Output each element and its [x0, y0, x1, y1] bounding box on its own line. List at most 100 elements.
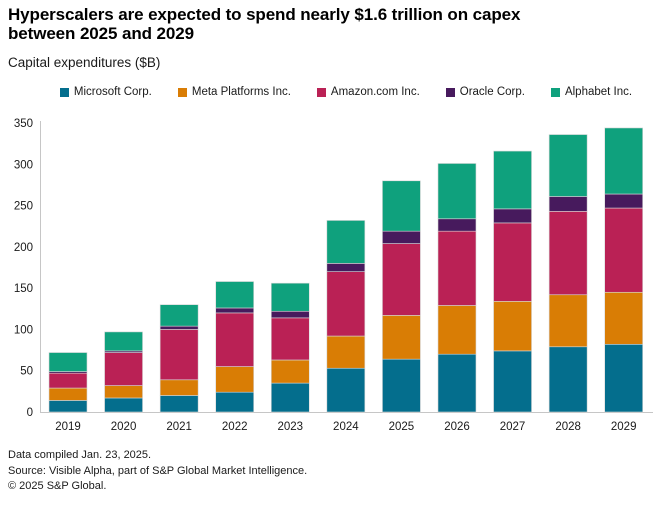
bar-segment-alphabet-inc-2021 — [159, 304, 199, 327]
bar-segment-meta-platforms-inc-2029 — [604, 291, 644, 345]
bar-segment-amazon-com-inc-2022 — [215, 312, 255, 367]
bar-2022 — [215, 281, 255, 413]
bar-segment-meta-platforms-inc-2023 — [270, 359, 310, 384]
y-axis-tick-label: 350 — [14, 118, 33, 130]
legend-swatch-microsoft-corp — [59, 87, 69, 97]
bar-segment-microsoft-corp-2024 — [326, 367, 366, 413]
bar-segment-meta-platforms-inc-2026 — [437, 305, 477, 355]
bar-segment-alphabet-inc-2019 — [48, 352, 88, 372]
bar-segment-microsoft-corp-2019 — [48, 400, 88, 413]
bar-segment-meta-platforms-inc-2027 — [493, 301, 532, 352]
footer-copyright: © 2025 S&P Global. — [8, 480, 107, 492]
bar-2023 — [270, 282, 310, 413]
bar-segment-alphabet-inc-2026 — [437, 163, 477, 220]
bar-segment-microsoft-corp-2026 — [437, 353, 477, 413]
y-axis-tick-label: 300 — [14, 159, 33, 171]
bar-segment-meta-platforms-inc-2028 — [548, 294, 588, 348]
bar-segment-amazon-com-inc-2027 — [493, 222, 532, 302]
bar-segment-alphabet-inc-2027 — [493, 150, 532, 210]
bar-segment-microsoft-corp-2022 — [215, 391, 255, 413]
bar-segment-alphabet-inc-2025 — [382, 180, 421, 232]
bar-segment-oracle-corp-2023 — [270, 310, 310, 319]
x-axis-tick-label: 2025 — [389, 421, 415, 433]
y-axis-tick-label: 50 — [20, 366, 33, 378]
bar-segment-meta-platforms-inc-2022 — [215, 366, 255, 393]
bar-segment-amazon-com-inc-2025 — [382, 243, 421, 316]
legend-swatch-oracle-corp — [445, 87, 455, 97]
bar-segment-meta-platforms-inc-2021 — [159, 379, 199, 396]
x-axis-tick-label: 2023 — [277, 421, 303, 433]
bar-segment-amazon-com-inc-2029 — [604, 207, 644, 293]
bar-segment-alphabet-inc-2028 — [548, 134, 588, 197]
footer-source: Source: Visible Alpha, part of S&P Globa… — [8, 464, 308, 477]
legend-label: Amazon.com Inc. — [330, 86, 420, 98]
bar-segment-alphabet-inc-2022 — [215, 281, 255, 309]
chart-legend: Microsoft Corp. Meta Platforms Inc. Amazon… — [40, 86, 652, 98]
bar-2025 — [382, 180, 421, 413]
bar-2029 — [604, 127, 644, 413]
x-axis-tick-label: 2019 — [55, 421, 81, 433]
bar-segment-amazon-com-inc-2021 — [159, 329, 199, 381]
bar-segment-meta-platforms-inc-2020 — [104, 385, 143, 399]
legend-swatch-alphabet-inc — [550, 87, 560, 97]
legend-item-alphabet-inc: Alphabet Inc. — [550, 86, 633, 98]
legend-swatch-meta-platforms-inc — [177, 87, 187, 97]
bar-segment-meta-platforms-inc-2019 — [48, 387, 88, 401]
bar-segment-microsoft-corp-2023 — [270, 382, 310, 413]
bar-segment-meta-platforms-inc-2025 — [382, 315, 421, 360]
footer-compiled-date: Data compiled Jan. 23, 2025. — [8, 449, 152, 461]
legend-swatch-amazon-com-inc — [316, 87, 326, 97]
bar-2028 — [548, 134, 588, 413]
y-axis-tick-label: 100 — [14, 324, 33, 336]
bar-segment-microsoft-corp-2025 — [382, 358, 421, 413]
legend-label: Alphabet Inc. — [564, 86, 633, 98]
chart-title: Hyperscalers are expected to spend nearl… — [8, 5, 520, 43]
bar-2026 — [437, 163, 477, 413]
bar-2024 — [326, 220, 366, 413]
x-axis-tick-label: 2029 — [611, 421, 637, 433]
bar-segment-microsoft-corp-2020 — [104, 397, 143, 413]
bar-segment-microsoft-corp-2021 — [159, 395, 199, 413]
bar-segment-amazon-com-inc-2019 — [48, 372, 88, 389]
x-axis-tick-label: 2020 — [111, 421, 137, 433]
x-axis-tick-label: 2028 — [555, 421, 581, 433]
chart-subtitle: Capital expenditures ($B) — [8, 55, 161, 70]
bar-segment-alphabet-inc-2024 — [326, 220, 366, 264]
bar-segment-amazon-com-inc-2023 — [270, 317, 310, 361]
bar-segment-oracle-corp-2021 — [159, 325, 199, 330]
legend-item-amazon-com-inc: Amazon.com Inc. — [316, 86, 420, 98]
bar-segment-oracle-corp-2022 — [215, 307, 255, 314]
bar-segment-alphabet-inc-2020 — [104, 331, 143, 352]
bar-segment-oracle-corp-2024 — [326, 263, 366, 272]
bar-segment-alphabet-inc-2029 — [604, 127, 644, 195]
bar-segment-amazon-com-inc-2028 — [548, 211, 588, 296]
bar-2020 — [104, 331, 143, 413]
y-axis-tick-label: 200 — [14, 242, 33, 254]
bar-2021 — [159, 304, 199, 413]
x-axis-tick-label: 2021 — [166, 421, 192, 433]
bar-segment-microsoft-corp-2028 — [548, 346, 588, 413]
bar-segment-oracle-corp-2028 — [548, 196, 588, 212]
bar-segment-meta-platforms-inc-2024 — [326, 335, 366, 369]
bar-segment-oracle-corp-2029 — [604, 193, 644, 209]
legend-item-microsoft-corp: Microsoft Corp. — [59, 86, 152, 98]
chart-title-line-1: Hyperscalers are expected to spend nearl… — [8, 5, 521, 24]
bar-segment-oracle-corp-2026 — [437, 218, 477, 232]
legend-label: Microsoft Corp. — [73, 86, 152, 98]
chart-title-line-2: between 2025 and 2029 — [8, 24, 194, 43]
bar-2019 — [48, 352, 88, 413]
y-axis-tick-label: 150 — [14, 283, 33, 295]
chart-footer: Data compiled Jan. 23, 2025. Source: Vis… — [8, 448, 307, 495]
legend-item-meta-platforms-inc: Meta Platforms Inc. — [177, 86, 291, 98]
legend-label: Oracle Corp. — [459, 86, 525, 98]
bar-2027 — [493, 150, 532, 413]
bar-segment-oracle-corp-2027 — [493, 208, 532, 224]
x-axis-tick-label: 2027 — [500, 421, 526, 433]
bar-segment-amazon-com-inc-2024 — [326, 271, 366, 337]
x-axis-tick-label: 2022 — [222, 421, 248, 433]
bar-segment-amazon-com-inc-2026 — [437, 230, 477, 306]
bar-segment-amazon-com-inc-2020 — [104, 352, 143, 386]
y-axis-tick-label: 0 — [27, 407, 33, 419]
bar-segment-alphabet-inc-2023 — [270, 282, 310, 312]
